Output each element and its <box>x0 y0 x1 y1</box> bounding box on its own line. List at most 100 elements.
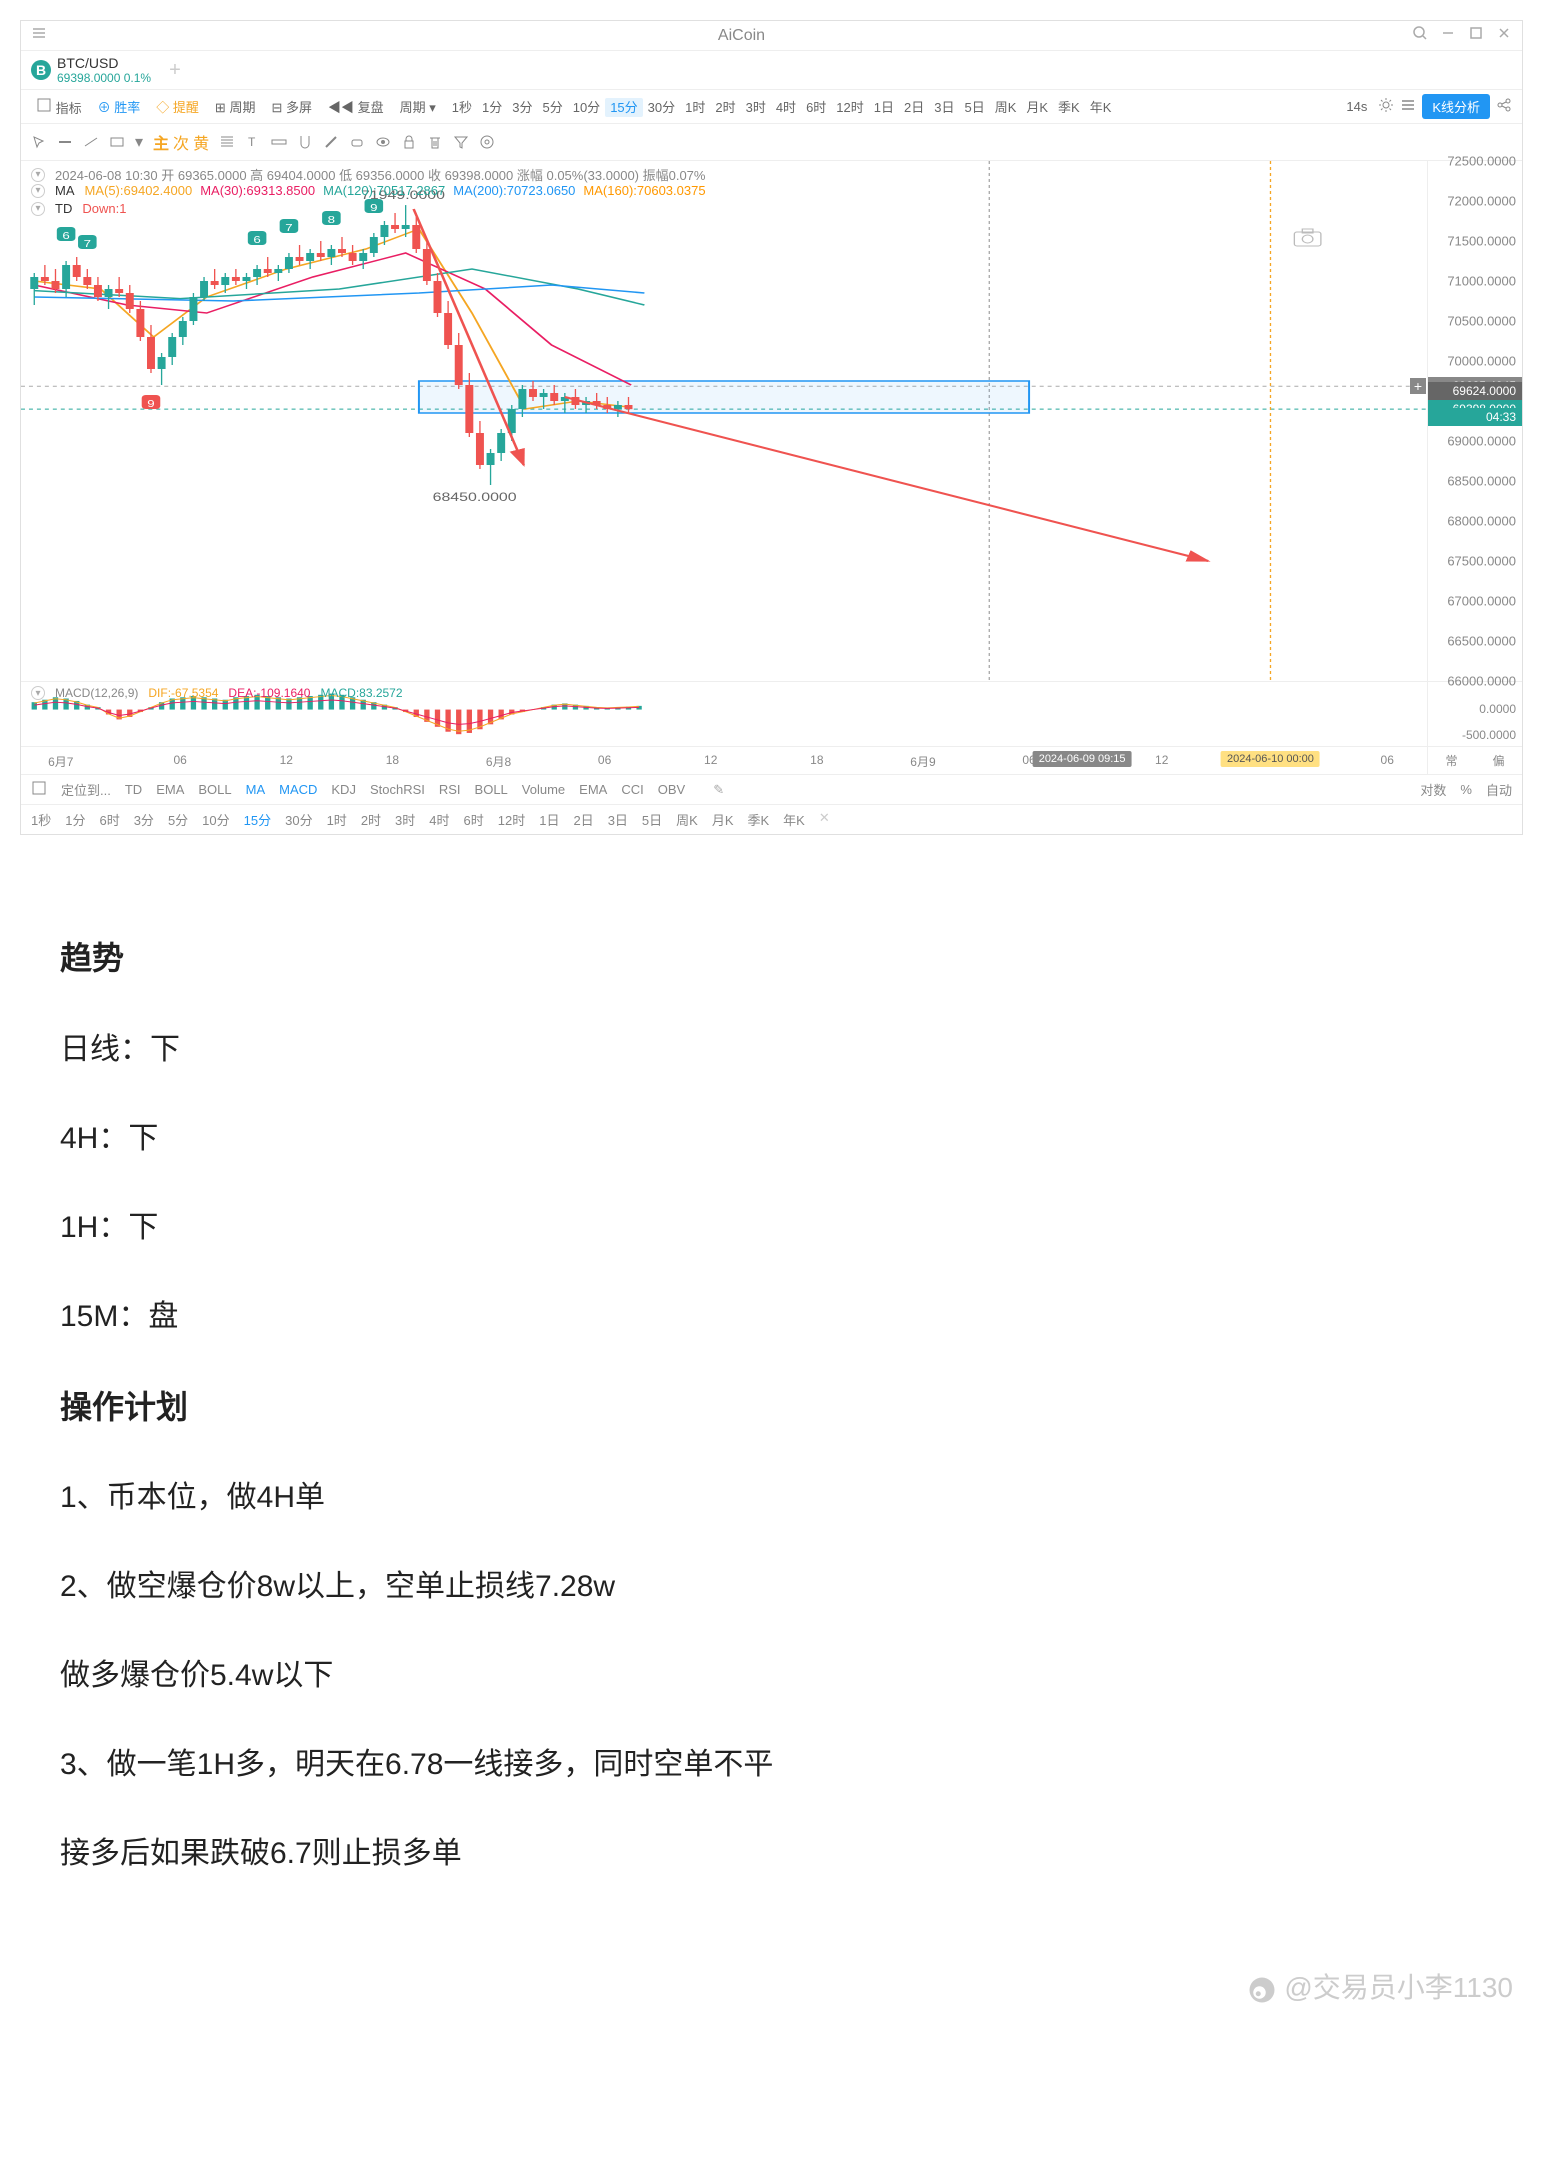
indicator-MA[interactable]: MA <box>246 782 266 797</box>
crosshair-plus-icon[interactable]: + <box>1410 378 1426 394</box>
timeframe-月K[interactable]: 月K <box>1021 98 1053 117</box>
search-icon[interactable] <box>1412 25 1428 46</box>
add-tab-button[interactable]: + <box>159 59 191 82</box>
gear-icon[interactable] <box>479 134 495 150</box>
timeframe-10分[interactable]: 10分 <box>568 98 605 117</box>
bottom-tf-30分[interactable]: 30分 <box>285 810 312 829</box>
timeframe-3日[interactable]: 3日 <box>929 98 959 117</box>
indicator-RSI[interactable]: RSI <box>439 782 461 797</box>
bottom-tf-3分[interactable]: 3分 <box>134 810 154 829</box>
magnet-icon[interactable] <box>297 134 313 150</box>
bottom-tf-2时[interactable]: 2时 <box>361 810 381 829</box>
timeframe-30分[interactable]: 30分 <box>643 98 680 117</box>
indicator-list-icon[interactable] <box>1400 97 1416 116</box>
timeframe-5分[interactable]: 5分 <box>537 98 567 117</box>
indicator-EMA[interactable]: EMA <box>579 782 607 797</box>
timeframe-3分[interactable]: 3分 <box>507 98 537 117</box>
bottom-tf-5分[interactable]: 5分 <box>168 810 188 829</box>
bottom-tf-2日[interactable]: 2日 <box>573 810 593 829</box>
minimize-icon[interactable] <box>1440 25 1456 46</box>
timeframe-周K[interactable]: 周K <box>990 98 1022 117</box>
rect-icon[interactable] <box>109 134 125 150</box>
analysis-button[interactable]: K线分析 <box>1422 94 1490 119</box>
chart-main-sub[interactable]: 主 次 黄 <box>153 130 209 154</box>
indicator-EMA[interactable]: EMA <box>156 782 184 797</box>
bottom-tf-1秒[interactable]: 1秒 <box>31 810 51 829</box>
timeframe-12时[interactable]: 12时 <box>831 98 868 117</box>
locate-icon[interactable] <box>31 780 47 799</box>
lock-icon[interactable] <box>401 134 417 150</box>
bottom-tf-12时[interactable]: 12时 <box>498 810 525 829</box>
bottom-tf-1分[interactable]: 1分 <box>65 810 85 829</box>
edit-indicators-icon[interactable]: ✎ <box>713 782 724 798</box>
bottom-tf-5日[interactable]: 5日 <box>642 810 662 829</box>
indicator-KDJ[interactable]: KDJ <box>331 782 356 797</box>
timeframe-5日[interactable]: 5日 <box>959 98 989 117</box>
line-icon[interactable] <box>57 134 73 150</box>
bottom-tf-1日[interactable]: 1日 <box>539 810 559 829</box>
timeframe-季K[interactable]: 季K <box>1053 98 1085 117</box>
log-toggle[interactable]: 对数 <box>1420 780 1446 799</box>
macd-main[interactable]: ▾ MACD(12,26,9) DIF:-67.5354 DEA:-109.16… <box>21 682 1427 746</box>
bottom-tf-4时[interactable]: 4时 <box>429 810 449 829</box>
auto-toggle[interactable]: 自动 <box>1486 780 1512 799</box>
indicator-CCI[interactable]: CCI <box>621 782 643 797</box>
filter-icon[interactable] <box>453 134 469 150</box>
eye-icon[interactable] <box>375 134 391 150</box>
indicator-StochRSI[interactable]: StochRSI <box>370 782 425 797</box>
bottom-tf-1时[interactable]: 1时 <box>327 810 347 829</box>
maximize-icon[interactable] <box>1468 25 1484 46</box>
close-icon[interactable] <box>1496 25 1512 46</box>
locate-button[interactable]: 定位到... <box>61 780 111 799</box>
timeframe-2时[interactable]: 2时 <box>710 98 740 117</box>
toolbar-period[interactable]: 周期 ▾ <box>395 95 441 118</box>
share-icon[interactable] <box>1496 97 1512 116</box>
timeframe-1分[interactable]: 1分 <box>477 98 507 117</box>
trash-icon[interactable] <box>427 134 443 150</box>
fib-icon[interactable] <box>219 134 235 150</box>
tf-close-icon[interactable]: ✕ <box>819 810 830 829</box>
toolbar-replay[interactable]: ◀◀ 复盘 <box>323 95 389 118</box>
timeframe-6时[interactable]: 6时 <box>801 98 831 117</box>
bottom-tf-6时[interactable]: 6时 <box>464 810 484 829</box>
trend-icon[interactable] <box>83 134 99 150</box>
indicator-BOLL[interactable]: BOLL <box>475 782 508 797</box>
bottom-tf-15分[interactable]: 15分 <box>244 810 271 829</box>
bottom-tf-6时[interactable]: 6时 <box>99 810 119 829</box>
toolbar-indicator[interactable]: 指标 <box>31 95 87 119</box>
eraser-icon[interactable] <box>349 134 365 150</box>
toolbar-winrate[interactable]: ⊕ 胜率 <box>93 95 146 118</box>
bottom-tf-周K[interactable]: 周K <box>676 810 698 829</box>
chart-main[interactable]: ▾ 2024-06-08 10:30 开 69365.0000 高 69404.… <box>21 161 1427 681</box>
settings-icon[interactable] <box>1378 97 1394 116</box>
bottom-tf-3时[interactable]: 3时 <box>395 810 415 829</box>
ruler-icon[interactable] <box>271 134 287 150</box>
indicator-MACD[interactable]: MACD <box>279 782 317 797</box>
indicator-BOLL[interactable]: BOLL <box>198 782 231 797</box>
indicator-OBV[interactable]: OBV <box>658 782 685 797</box>
symbol-tab[interactable]: B BTC/USD 69398.0000 0.1% <box>31 55 151 85</box>
bottom-tf-3日[interactable]: 3日 <box>608 810 628 829</box>
indicator-TD[interactable]: TD <box>125 782 142 797</box>
title-bar-menu[interactable] <box>31 25 71 46</box>
bottom-tf-月K[interactable]: 月K <box>712 810 734 829</box>
timeframe-4时[interactable]: 4时 <box>771 98 801 117</box>
bottom-tf-季K[interactable]: 季K <box>748 810 770 829</box>
timeframe-1时[interactable]: 1时 <box>680 98 710 117</box>
timeframe-1秒[interactable]: 1秒 <box>447 98 477 117</box>
toolbar-alert[interactable]: ◇ 提醒 <box>151 95 204 118</box>
bottom-tf-年K[interactable]: 年K <box>783 810 805 829</box>
indicator-Volume[interactable]: Volume <box>522 782 565 797</box>
more-icon[interactable]: ▾ <box>135 132 143 152</box>
bottom-tf-10分[interactable]: 10分 <box>202 810 229 829</box>
timeframe-15分[interactable]: 15分 <box>605 98 642 117</box>
brush-icon[interactable] <box>323 134 339 150</box>
timeframe-2日[interactable]: 2日 <box>899 98 929 117</box>
toolbar-multiscreen[interactable]: ⊟ 多屏 <box>266 95 317 118</box>
timeframe-1日[interactable]: 1日 <box>869 98 899 117</box>
cursor-icon[interactable] <box>31 134 47 150</box>
toolbar-cycle[interactable]: ⊞ 周期 <box>210 95 261 118</box>
timeframe-年K[interactable]: 年K <box>1085 98 1117 117</box>
pct-toggle[interactable]: % <box>1460 782 1472 797</box>
timeframe-3时[interactable]: 3时 <box>741 98 771 117</box>
